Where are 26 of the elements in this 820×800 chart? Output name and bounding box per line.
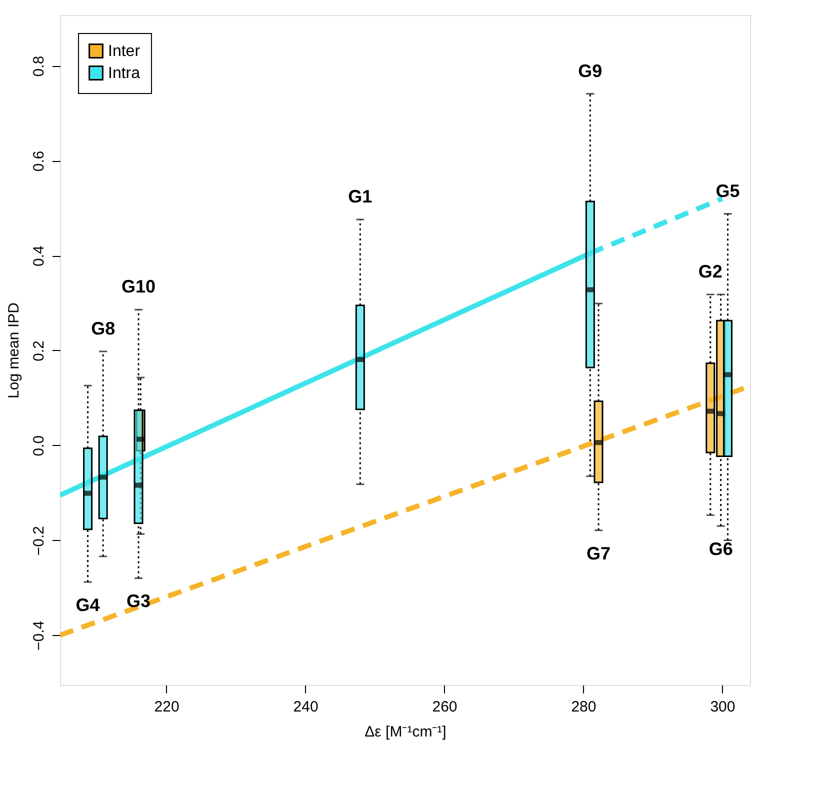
y-tick-label: 0.0 bbox=[30, 435, 48, 456]
legend-label: Intra bbox=[108, 65, 140, 82]
y-tick-label: 0.2 bbox=[30, 340, 48, 362]
x-tick-label: 220 bbox=[154, 698, 180, 716]
y-tick-label: 0.4 bbox=[30, 246, 48, 267]
annotation: G1 bbox=[348, 186, 372, 207]
y-tick-label: 0.8 bbox=[30, 56, 48, 77]
annotation: G2 bbox=[698, 261, 722, 282]
x-axis-title: Δε [M⁻¹cm⁻¹] bbox=[364, 724, 446, 740]
annotation: G4 bbox=[76, 595, 100, 616]
annotation: G10 bbox=[122, 276, 156, 297]
annotation: G7 bbox=[586, 543, 611, 564]
x-tick-label: 280 bbox=[571, 698, 596, 716]
x-tick-label: 260 bbox=[432, 698, 458, 716]
annotation: G9 bbox=[578, 60, 602, 81]
annotation: G8 bbox=[91, 318, 116, 338]
y-axis-title: Log mean IPD bbox=[6, 302, 22, 398]
annotation: G5 bbox=[716, 180, 740, 201]
y-tick-label: −0.4 bbox=[30, 620, 48, 650]
annotation: G3 bbox=[126, 591, 151, 612]
legend-label: Inter bbox=[108, 43, 141, 60]
x-tick-label: 300 bbox=[710, 698, 736, 716]
y-tick-label: 0.6 bbox=[30, 150, 48, 172]
y-tick-label: −0.2 bbox=[30, 526, 48, 556]
annotation: G6 bbox=[708, 539, 733, 560]
x-tick-label: 240 bbox=[293, 698, 318, 716]
